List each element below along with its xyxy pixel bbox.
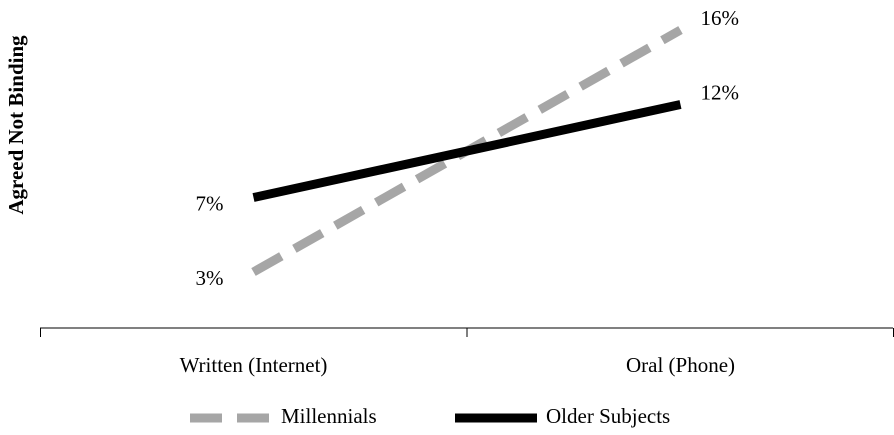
legend-label: Millennials (281, 404, 377, 428)
legend-label: Older Subjects (546, 404, 670, 428)
data-label: 12% (701, 80, 740, 104)
data-label: 7% (196, 191, 224, 215)
x-tick-label: Written (Internet) (180, 353, 328, 377)
series-line (252, 100, 682, 202)
x-tick-label: Oral (Phone) (626, 353, 735, 377)
data-label: 16% (701, 6, 740, 30)
y-axis-title: Agreed Not Binding (4, 35, 28, 215)
data-label: 3% (196, 266, 224, 290)
